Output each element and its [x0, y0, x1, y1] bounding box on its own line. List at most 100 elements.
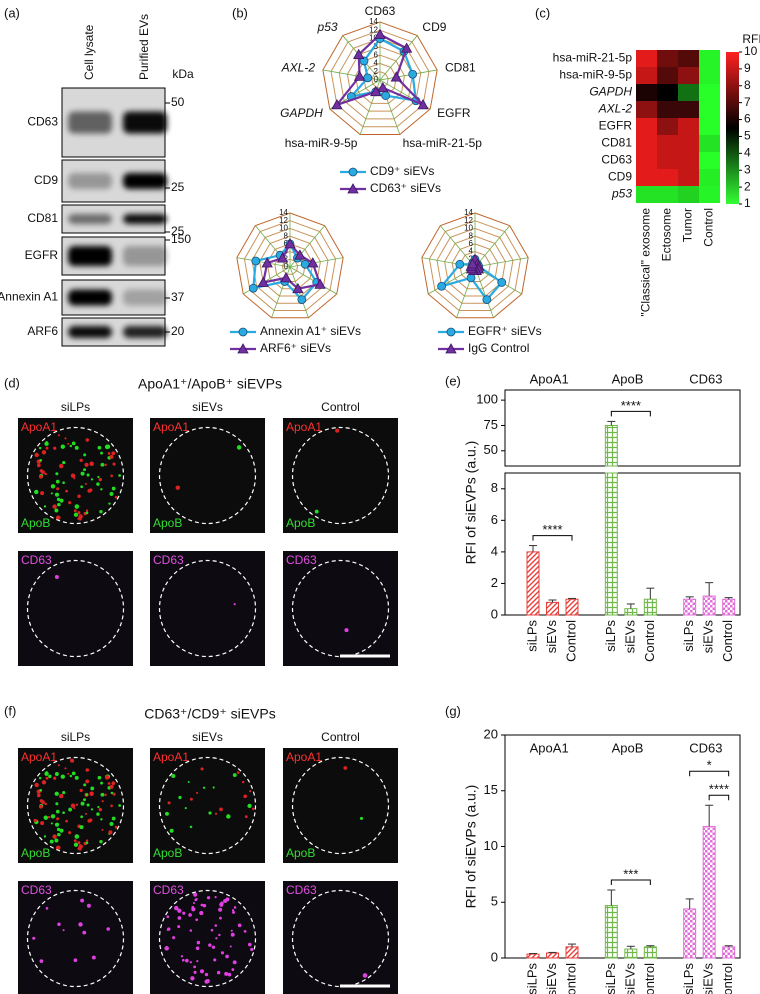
fluorescent-spot: [50, 814, 56, 819]
fluorescent-spot: [84, 462, 89, 467]
colorbar-tick-label: 10: [744, 44, 758, 58]
fluorescent-spot: [80, 898, 85, 903]
fluorescent-spot: [56, 497, 61, 502]
radar-point: [276, 252, 289, 263]
fluorescent-spot: [193, 965, 196, 969]
fluorescent-spot: [191, 905, 194, 909]
marker-label: 25: [171, 180, 185, 194]
fluorescent-spot: [60, 444, 66, 449]
radar-point: [437, 281, 446, 291]
radar-axis-label: CD81: [445, 60, 476, 74]
fluorescent-spot: [98, 477, 103, 482]
fluorescent-spot: [50, 492, 53, 495]
fluorescent-spot: [34, 489, 39, 495]
fluorescent-spot: [86, 803, 90, 807]
heatmap-cell: [699, 186, 720, 203]
radar-ring: [436, 227, 514, 304]
heatmap-column-label: "Classical" exosome: [639, 208, 653, 317]
bar: [624, 948, 638, 959]
fluorescent-spot: [96, 812, 100, 816]
fluorescent-spot: [169, 828, 174, 833]
channel-label: CD63: [21, 883, 52, 897]
radar-point: [417, 99, 429, 110]
legend-marker: [237, 343, 249, 354]
x-tick-label: siEVs: [622, 620, 637, 654]
radial-tick-label: 0: [374, 75, 379, 84]
bar: [604, 905, 618, 959]
colorbar-tick-label: 2: [744, 179, 751, 193]
heatmap-cell: [657, 84, 678, 101]
fluorescent-spot: [101, 800, 104, 803]
fluorescent-spot: [243, 794, 247, 799]
radar-point: [353, 48, 365, 60]
blot-band: [68, 326, 112, 338]
fluorescent-spot: [36, 793, 41, 798]
radar-series: [252, 241, 319, 302]
channel-label: ApoA1: [21, 420, 57, 434]
legend-marker: [446, 327, 456, 337]
legend-marker: [347, 183, 359, 194]
fluorescent-spot: [70, 473, 76, 478]
fluorescent-spot: [236, 771, 240, 775]
column-label: siLPs: [61, 400, 90, 414]
fluorescent-spot: [84, 482, 87, 485]
fluorescent-spot: [79, 788, 83, 793]
fluorescent-spot: [80, 485, 84, 489]
fluorescent-spot: [109, 784, 114, 789]
x-tick-label: siLPs: [524, 620, 539, 652]
bar: [546, 952, 559, 959]
legend-label: CD9⁺ siEVs: [370, 164, 434, 178]
fluorescent-spot: [89, 792, 93, 796]
channel-label: ApoB: [21, 846, 50, 860]
dashed-roi: [291, 889, 390, 988]
fluorescent-spot: [83, 798, 87, 802]
unit-label: kDa: [172, 67, 194, 81]
radar-point: [390, 71, 402, 82]
y-tick-label: 10: [484, 838, 498, 853]
radar-ring: [428, 220, 522, 311]
fluorescent-spot: [67, 442, 70, 445]
blot-label: EGFR: [25, 248, 59, 262]
fluorescent-spot: [359, 816, 364, 820]
heatmap-row-label: EGFR: [599, 119, 633, 133]
blot-label: CD9: [34, 173, 58, 187]
heatmap-cell: [636, 84, 657, 101]
x-tick-label: siLPs: [681, 963, 696, 994]
heatmap-cell: [657, 67, 678, 84]
heatmap-cell: [636, 50, 657, 67]
fluorescent-spot: [70, 803, 76, 808]
fluorescent-spot: [202, 903, 207, 908]
panel-title: CD63⁺/CD9⁺ siEVPs: [144, 706, 275, 722]
fluorescent-spot: [180, 955, 184, 958]
fluorescent-spot: [112, 462, 116, 466]
fluorescent-spot: [97, 775, 102, 780]
radar-point: [248, 283, 258, 293]
fluorescent-spot: [54, 822, 60, 827]
fluorescent-spot: [85, 438, 90, 442]
dashed-roi: [291, 559, 390, 658]
fluorescent-spot: [86, 473, 90, 477]
channel-label: CD63: [286, 553, 317, 567]
channel-label: ApoB: [286, 846, 315, 860]
micrograph: [150, 551, 265, 666]
heatmap-cell: [636, 152, 657, 169]
heatmap-cell: [678, 67, 699, 84]
y-tick-label: 4: [491, 543, 498, 558]
fluorescent-spot: [57, 832, 61, 837]
fluorescent-spot: [91, 955, 96, 960]
fluorescent-spot: [39, 469, 44, 473]
fluorescent-spot: [224, 971, 229, 976]
fluorescent-spot: [77, 494, 81, 498]
y-tick-label: 0: [491, 949, 498, 964]
fluorescent-spot: [59, 463, 64, 469]
radar-ring: [330, 29, 430, 128]
fluorescent-spot: [44, 802, 47, 806]
bar: [722, 598, 736, 616]
fluorescent-spot: [69, 774, 73, 778]
radar-ring: [243, 220, 337, 311]
y-tick-label: 5: [491, 894, 498, 909]
fluorescent-spot: [73, 839, 77, 843]
legend-label: CD63⁺ siEVs: [370, 181, 441, 195]
fluorescent-spot: [65, 489, 69, 493]
y-axis-label: RFI of siEVPs (a.u.): [463, 785, 479, 909]
